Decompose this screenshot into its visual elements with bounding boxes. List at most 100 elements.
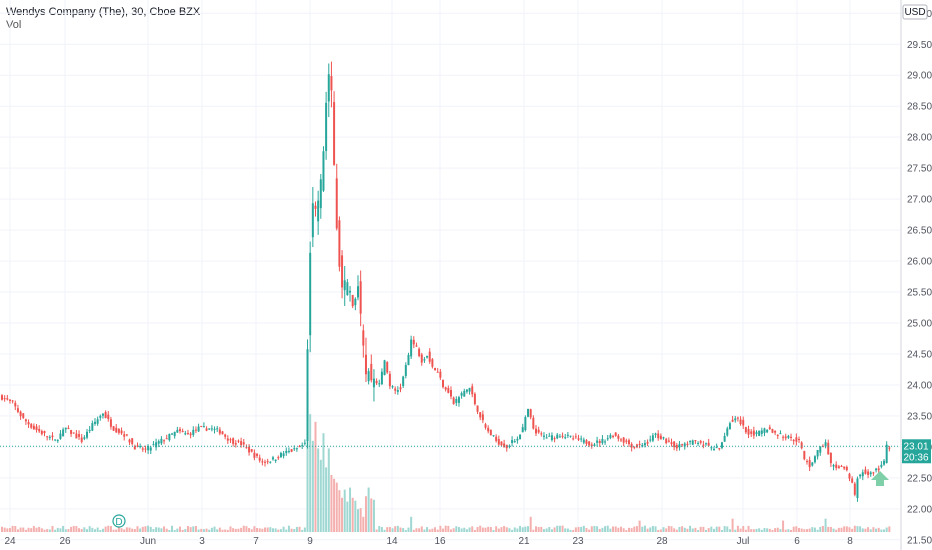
candle-body — [14, 402, 17, 407]
candle-body — [524, 417, 527, 431]
volume-bar — [226, 529, 229, 532]
volume-bar — [548, 527, 551, 532]
candle-body — [473, 393, 476, 405]
volume-bar — [442, 528, 445, 532]
candle-body — [261, 461, 264, 463]
candle-body — [598, 441, 601, 444]
candle-body — [184, 433, 187, 435]
candle-body — [867, 471, 870, 475]
candle-body — [295, 448, 298, 450]
candle-body — [101, 413, 104, 416]
candle-body — [651, 435, 654, 441]
volume-bar — [497, 528, 500, 532]
volume-bar — [309, 414, 312, 532]
volume-bar — [508, 528, 511, 532]
candle-body — [359, 281, 362, 314]
candle-body — [545, 437, 548, 439]
currency-badge[interactable] — [902, 4, 928, 20]
candle-body — [710, 447, 713, 449]
candle-body — [580, 438, 583, 440]
volume-bar — [109, 526, 112, 532]
volume-bar — [386, 527, 389, 532]
volume-bar — [62, 525, 65, 532]
candle-body — [752, 430, 755, 436]
time-tick-label: 24 — [4, 536, 16, 547]
volume-bar — [181, 529, 184, 532]
candle-body — [835, 464, 838, 468]
price-axis[interactable] — [901, 0, 932, 550]
volume-bar — [24, 529, 27, 532]
candle-body — [574, 436, 577, 438]
volume-bar — [349, 487, 352, 532]
candle-body — [742, 419, 745, 426]
volume-bar — [867, 527, 870, 532]
candle-body — [495, 436, 498, 441]
volume-bar — [476, 527, 479, 532]
candle-body — [519, 434, 522, 440]
volume-bar — [566, 528, 569, 532]
volume-bar — [739, 528, 742, 532]
up-arrow-icon — [871, 471, 889, 486]
volume-bar — [173, 530, 176, 532]
candle-body — [205, 428, 208, 431]
candle-body — [813, 456, 816, 463]
volume-bar — [734, 529, 737, 532]
volume-bar — [30, 528, 33, 532]
volume-bar — [702, 526, 705, 532]
candle-body — [163, 440, 166, 442]
volume-bar — [574, 527, 577, 532]
volume-bar — [88, 526, 91, 532]
candle-body — [665, 438, 668, 444]
candle-body — [590, 444, 593, 447]
volume-bar — [431, 528, 434, 532]
dividend-marker[interactable]: D — [112, 514, 126, 528]
candle-body — [556, 434, 559, 439]
candle-body — [112, 426, 115, 431]
candle-body — [38, 428, 41, 432]
candle-body — [683, 443, 686, 447]
volume-bar — [439, 525, 442, 532]
candle-body — [449, 390, 452, 397]
candle-body — [622, 437, 625, 443]
volume-bar — [710, 526, 713, 532]
candle-body — [327, 74, 330, 102]
volume-bar — [86, 529, 89, 532]
volume-bar — [750, 529, 753, 532]
volume-bar — [221, 529, 224, 532]
candle-body — [609, 435, 612, 438]
volume-bar — [343, 489, 346, 532]
volume-bar — [380, 527, 383, 532]
volume-bar — [880, 529, 883, 532]
volume-bar — [638, 520, 641, 532]
candle-body — [843, 466, 846, 469]
volume-bar — [697, 530, 700, 532]
volume-bar — [295, 526, 298, 532]
candle-body — [245, 447, 248, 449]
volume-bar — [686, 528, 689, 532]
volume-bar — [104, 526, 107, 532]
candle-body — [630, 443, 633, 448]
volume-bar — [795, 526, 798, 532]
volume-bar — [70, 526, 73, 532]
candle-body — [532, 417, 535, 429]
time-tick-label: 16 — [434, 536, 446, 547]
volume-bar — [290, 528, 293, 532]
volume-bar — [487, 526, 490, 532]
volume-bar — [168, 530, 171, 532]
time-tick-label: Jun — [140, 536, 156, 547]
volume-bar — [633, 526, 636, 532]
candle-body — [152, 444, 155, 446]
candle-body — [27, 422, 30, 425]
volume-bar — [264, 527, 267, 532]
candle-body — [141, 448, 144, 450]
volume-bar — [473, 529, 476, 532]
candle-body — [691, 440, 694, 445]
candle-body — [633, 446, 636, 448]
volume-bar — [16, 529, 19, 532]
candle-body — [816, 450, 819, 457]
candle-body — [614, 432, 617, 436]
candle-body — [739, 419, 742, 425]
candle-body — [434, 367, 437, 371]
time-tick-label: 26 — [59, 536, 71, 547]
